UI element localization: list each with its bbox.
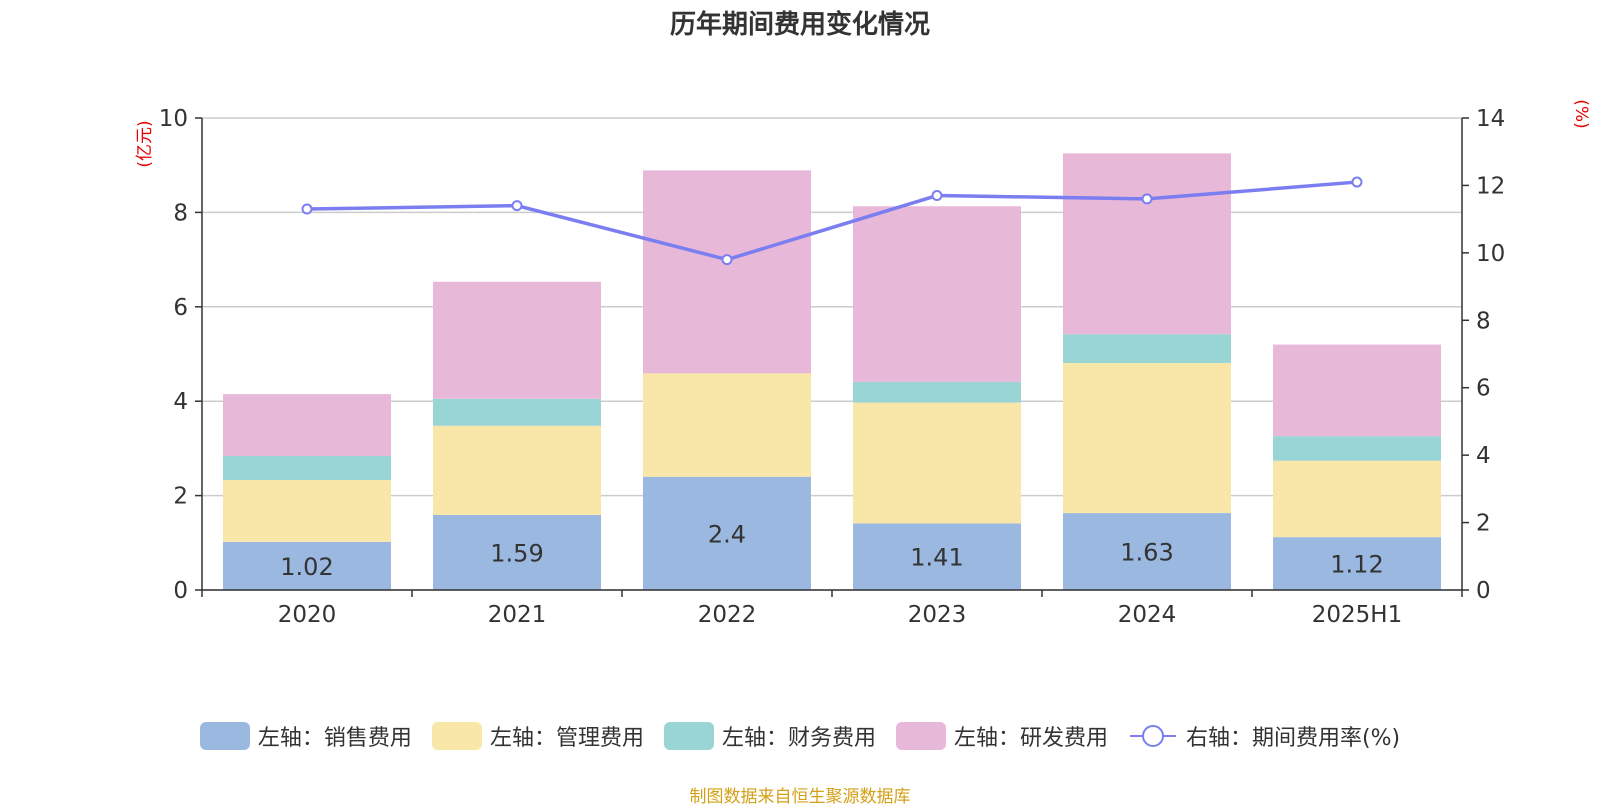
right-tick-label: 6 — [1476, 376, 1491, 402]
legend-line-marker — [1129, 725, 1176, 747]
bar-1-2020 — [223, 541, 391, 590]
bar-2-2020 — [223, 480, 391, 542]
x-tick-label: 2024 — [1118, 602, 1177, 628]
bar-3-2021 — [433, 398, 601, 426]
right-tick-label: 14 — [1476, 106, 1505, 132]
legend-item[interactable]: 左轴：销售费用 — [199, 720, 412, 752]
left-tick-label: 4 — [173, 389, 188, 415]
legend-item[interactable]: 右轴：期间费用率(%) — [1128, 720, 1400, 752]
legend-item[interactable]: 左轴：财务费用 — [663, 720, 876, 752]
x-tick-label: 2021 — [488, 602, 547, 628]
x-tick-label: 2025H1 — [1312, 602, 1402, 628]
data-label: 1.12 — [1330, 551, 1383, 579]
legend-item[interactable]: 左轴：研发费用 — [895, 720, 1108, 752]
bar-4-2024 — [1063, 153, 1231, 335]
bar-1-2022 — [643, 476, 811, 590]
right-tick-label: 10 — [1476, 241, 1505, 267]
legend-label: 左轴：财务费用 — [721, 726, 876, 751]
bar-1-2021 — [433, 514, 601, 590]
left-tick-label: 10 — [159, 106, 188, 132]
legend-label: 右轴：期间费用率(%) — [1185, 726, 1401, 751]
legend-label: 左轴：销售费用 — [257, 726, 412, 751]
bar-4-2025H1 — [1273, 344, 1441, 437]
data-label: 1.59 — [490, 539, 543, 567]
bar-4-2022 — [643, 170, 811, 374]
rate-point — [1351, 176, 1363, 188]
bar-4-2020 — [223, 394, 391, 456]
bar-2-2024 — [1063, 362, 1231, 514]
rate-point — [511, 200, 523, 212]
data-label: 2.4 — [708, 520, 746, 548]
right-tick-label: 12 — [1476, 173, 1505, 199]
left-tick-label: 6 — [173, 295, 188, 321]
x-tick-label: 2023 — [908, 602, 967, 628]
legend-swatch — [431, 722, 482, 750]
bar-3-2024 — [1063, 334, 1231, 363]
right-tick-label: 4 — [1476, 443, 1491, 469]
left-tick-label: 2 — [173, 484, 188, 510]
bar-2-2022 — [643, 373, 811, 477]
bar-3-2025H1 — [1273, 436, 1441, 461]
bar-4-2021 — [433, 281, 601, 399]
bar-1-2024 — [1063, 513, 1231, 590]
right-tick-label: 0 — [1476, 578, 1491, 604]
data-label: 1.02 — [280, 553, 333, 581]
x-tick-label: 2022 — [698, 602, 757, 628]
chart-title: 历年期间费用变化情况 — [669, 10, 930, 40]
left-tick-label: 8 — [173, 200, 188, 226]
right-tick-label: 2 — [1476, 511, 1491, 537]
bar-1-2023 — [853, 523, 1021, 590]
rate-point — [931, 190, 943, 202]
bar-1-2025H1 — [1273, 537, 1441, 590]
legend-label: 左轴：管理费用 — [489, 726, 644, 751]
bar-2-2025H1 — [1273, 460, 1441, 538]
right-axis-unit: (%) — [1571, 99, 1591, 128]
bar-2-2021 — [433, 425, 601, 515]
legend-label: 左轴：研发费用 — [953, 726, 1108, 751]
legend-swatch — [663, 722, 714, 750]
source-note: 制图数据来自恒生聚源数据库 — [689, 787, 911, 807]
rate-point — [1141, 193, 1153, 205]
legend-swatch — [895, 722, 946, 750]
left-axis-unit: (亿元) — [135, 120, 155, 167]
rate-point — [721, 254, 733, 266]
bar-3-2020 — [223, 455, 391, 481]
legend-swatch — [199, 722, 250, 750]
left-tick-label: 0 — [173, 578, 188, 604]
x-tick-label: 2020 — [278, 602, 337, 628]
rate-line — [306, 180, 1358, 262]
bar-4-2023 — [853, 206, 1021, 382]
right-tick-label: 8 — [1476, 308, 1491, 334]
chart-legend: 左轴：销售费用 左轴：管理费用 左轴：财务费用 左轴：研发费用 右轴：期间费用率(%) — [0, 720, 1600, 752]
data-label: 1.63 — [1120, 539, 1173, 567]
legend-item[interactable]: 左轴：管理费用 — [431, 720, 644, 752]
rate-point — [301, 203, 313, 215]
data-label: 1.41 — [910, 544, 963, 572]
bar-2-2023 — [853, 402, 1021, 524]
bar-3-2023 — [853, 381, 1021, 403]
